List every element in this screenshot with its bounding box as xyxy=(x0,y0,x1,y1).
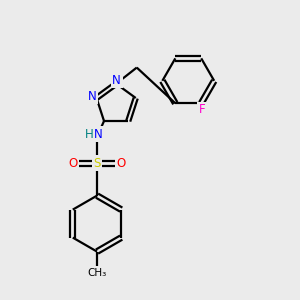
Text: F: F xyxy=(199,103,205,116)
Text: O: O xyxy=(69,157,78,170)
Text: N: N xyxy=(88,90,97,103)
Text: N: N xyxy=(112,74,121,87)
Text: CH₃: CH₃ xyxy=(87,268,106,278)
Text: S: S xyxy=(93,157,101,170)
Text: H: H xyxy=(84,128,93,141)
Text: N: N xyxy=(94,128,103,141)
Text: O: O xyxy=(116,157,125,170)
